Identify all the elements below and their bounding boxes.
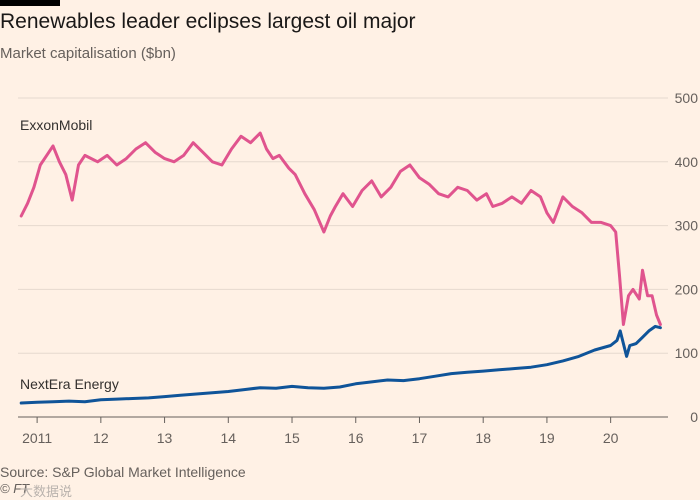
y-tick-label: 200 bbox=[675, 281, 699, 297]
chart-title: Renewables leader eclipses largest oil m… bbox=[0, 10, 416, 33]
x-tick-label: 19 bbox=[539, 430, 555, 446]
y-tick-label: 0 bbox=[690, 409, 698, 425]
y-tick-label: 100 bbox=[675, 345, 699, 361]
x-tick-label: 18 bbox=[475, 430, 491, 446]
series-label-nextera: NextEra Energy bbox=[20, 376, 119, 392]
line-chart: 0 100 200 300 400 500 2011 12 13 14 15 16 17 18 19 20 Ex… bbox=[18, 90, 699, 446]
x-tick-label: 14 bbox=[221, 430, 237, 446]
ft-accent-bar bbox=[0, 0, 60, 6]
x-tick-label: 2011 bbox=[22, 430, 52, 446]
y-tick-label: 300 bbox=[675, 218, 699, 234]
series-line-nextera bbox=[19, 324, 662, 405]
x-tick-label: 20 bbox=[603, 430, 619, 446]
x-tick-label: 16 bbox=[348, 430, 364, 446]
series-line-exxonmobil bbox=[19, 131, 662, 326]
y-tick-label: 400 bbox=[675, 154, 699, 170]
chart-subtitle: Market capitalisation ($bn) bbox=[0, 45, 176, 62]
x-tick-label: 12 bbox=[93, 430, 109, 446]
ft-credit: © FT bbox=[0, 481, 30, 496]
y-tick-label: 500 bbox=[675, 90, 699, 106]
x-tick-label: 15 bbox=[284, 430, 300, 446]
series-label-exxonmobil: ExxonMobil bbox=[20, 117, 92, 133]
chart-source: Source: S&P Global Market Intelligence bbox=[0, 464, 246, 480]
watermark: 大数据说 bbox=[20, 484, 73, 499]
x-tick-label: 17 bbox=[412, 430, 428, 446]
x-tick-label: 13 bbox=[157, 430, 173, 446]
